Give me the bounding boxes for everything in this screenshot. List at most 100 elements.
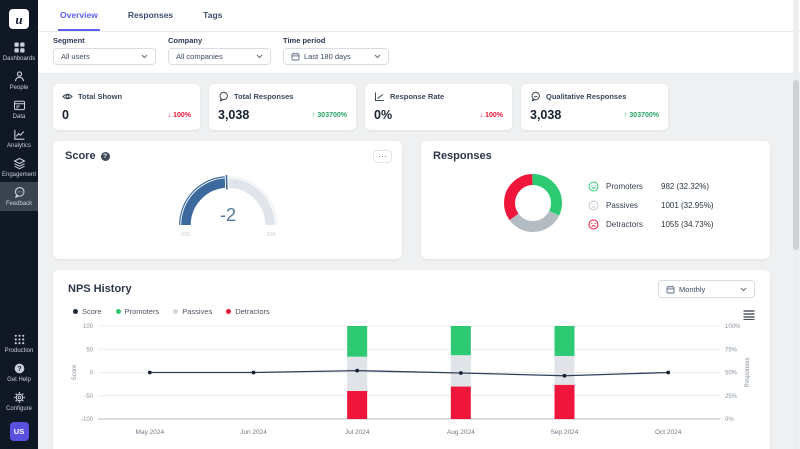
analytics-icon: [13, 129, 24, 140]
dashboards-icon: [13, 42, 25, 53]
sidebar-item-label: People: [9, 85, 29, 91]
eye-icon: [62, 93, 73, 100]
scrollbar-thumb[interactable]: [793, 80, 799, 250]
legend-row-passives: Passives 1001 (32.95%): [588, 200, 713, 211]
sidebar-item-people[interactable]: People: [0, 66, 38, 95]
smiley-happy-icon: [588, 181, 599, 192]
sidebar-item-label: Production: [4, 348, 34, 354]
stat-delta: ↓ 100%: [479, 111, 503, 119]
stat-card-total-shown[interactable]: Total Shown 0 ↓ 100%: [53, 84, 200, 130]
gear-icon: [13, 392, 25, 403]
sidebar-item-label: Dashboards: [2, 56, 36, 62]
legend-value: 1055 (34.73%): [661, 220, 714, 229]
select-value: All companies: [176, 52, 223, 61]
stat-value: 3,038: [218, 108, 250, 122]
chevron-down-icon: [256, 54, 263, 59]
legend-value: 982 (32.32%): [661, 182, 710, 191]
sidebar-item-feedback[interactable]: Feedback: [0, 182, 38, 211]
select-value: Last 180 days: [304, 52, 351, 61]
chevron-down-icon: [141, 54, 148, 59]
score-gauge: -100 100 0 -2: [65, 163, 390, 239]
svg-text:100: 100: [83, 324, 94, 330]
legend-item-promoters: Promoters: [115, 307, 159, 316]
sidebar: u Dashboards People Data Analyti: [0, 0, 38, 449]
production-grid-icon: [14, 334, 24, 345]
stat-delta: ↑ 303700%: [623, 111, 659, 119]
period-select[interactable]: Monthly: [658, 280, 755, 298]
app-logo[interactable]: u: [9, 9, 29, 29]
sidebar-item-analytics[interactable]: Analytics: [0, 124, 38, 153]
responses-card: Responses Promoters 982 (32.32%): [421, 141, 770, 259]
engagement-icon: [12, 157, 26, 170]
help-icon[interactable]: ?: [100, 151, 110, 161]
nps-history-card: NPS History Monthly Score Promoters Pass…: [53, 270, 770, 449]
sidebar-item-dashboards[interactable]: Dashboards: [0, 37, 38, 66]
trend-down-icon: ↓: [479, 111, 484, 119]
svg-text:100%: 100%: [725, 324, 741, 330]
feedback-icon: [14, 187, 25, 199]
sidebar-item-label: Get Help: [7, 377, 31, 383]
stat-value: 0%: [374, 108, 393, 122]
data-icon: [13, 100, 25, 111]
svg-text:50: 50: [86, 347, 93, 353]
logo-letter: u: [15, 11, 23, 27]
sidebar-item-get-help[interactable]: ? Get Help: [0, 358, 38, 387]
trend-up-icon: ↑: [623, 111, 628, 119]
chart-axis-icon: [375, 92, 384, 101]
filter-label: Company: [168, 36, 203, 45]
segment-select[interactable]: All users: [53, 48, 156, 65]
stat-card-response-rate[interactable]: Response Rate 0% ↓ 100%: [365, 84, 512, 130]
legend-row-promoters: Promoters 982 (32.32%): [588, 181, 713, 192]
svg-text:-100: -100: [81, 417, 94, 423]
svg-text:Sep 2024: Sep 2024: [551, 429, 579, 436]
sidebar-item-engagement[interactable]: Engagement: [0, 153, 38, 182]
svg-text:75%: 75%: [725, 347, 738, 353]
sidebar-item-production[interactable]: Production: [0, 329, 38, 358]
stat-delta: ↓ 100%: [167, 111, 191, 119]
tab-tags[interactable]: Tags: [203, 9, 223, 20]
legend-label: Promoters: [606, 182, 643, 191]
legend-label: Passives: [606, 201, 639, 210]
tab-responses[interactable]: Responses: [127, 9, 174, 20]
svg-text:Score: Score: [72, 364, 78, 380]
responses-donut-chart: [502, 172, 564, 239]
trend-down-icon: ↓: [167, 111, 172, 119]
chat-bubble-icon: [219, 91, 228, 102]
calendar-icon: [291, 52, 300, 61]
stat-card-qualitative-responses[interactable]: Qualitative Responses 3,038 ↑ 303700%: [521, 84, 668, 130]
sidebar-item-configure[interactable]: Configure: [0, 387, 38, 416]
svg-text:-50: -50: [84, 394, 93, 400]
svg-text:May 2024: May 2024: [136, 429, 165, 436]
dashboard-body: Total Shown 0 ↓ 100% Total Responses 3,0…: [38, 74, 800, 449]
stat-title: Total Shown: [78, 92, 123, 101]
company-select[interactable]: All companies: [168, 48, 271, 65]
select-value: Monthly: [679, 284, 706, 294]
tab-overview[interactable]: Overview: [58, 0, 100, 31]
svg-text:-2: -2: [219, 205, 235, 225]
stat-card-total-responses[interactable]: Total Responses 3,038 ↑ 303700%: [209, 84, 356, 130]
sidebar-item-data[interactable]: Data: [0, 95, 38, 124]
svg-text:Jun 2024: Jun 2024: [240, 429, 267, 436]
people-icon: [14, 71, 24, 82]
nps-history-chart: 100 100% 50 75% 0 50% -50 25% -100 0% Score Respons…: [68, 316, 755, 449]
svg-text:0: 0: [90, 371, 94, 377]
stat-title: Total Responses: [234, 92, 294, 101]
smiley-sad-icon: [588, 219, 599, 230]
svg-text:50%: 50%: [725, 371, 738, 377]
stat-delta: ↑ 303700%: [311, 111, 347, 119]
chart-menu-icon[interactable]: [743, 307, 755, 325]
svg-text:Responses: Responses: [745, 357, 751, 387]
filter-label: Time period: [283, 36, 326, 45]
filter-company: Company All companies: [168, 36, 271, 65]
svg-text:100: 100: [266, 232, 275, 238]
vertical-scrollbar[interactable]: [793, 0, 799, 449]
time-period-select[interactable]: Last 180 days: [283, 48, 389, 65]
svg-text:-100: -100: [179, 232, 190, 238]
filter-time-period: Time period Last 180 days: [283, 36, 389, 65]
legend-value: 1001 (32.95%): [661, 201, 714, 210]
legend-item-score: Score: [73, 307, 102, 316]
sidebar-item-label: Analytics: [6, 143, 31, 149]
responses-title: Responses: [433, 150, 492, 162]
workspace-badge[interactable]: US: [9, 422, 29, 441]
more-options-button[interactable]: [373, 150, 392, 163]
